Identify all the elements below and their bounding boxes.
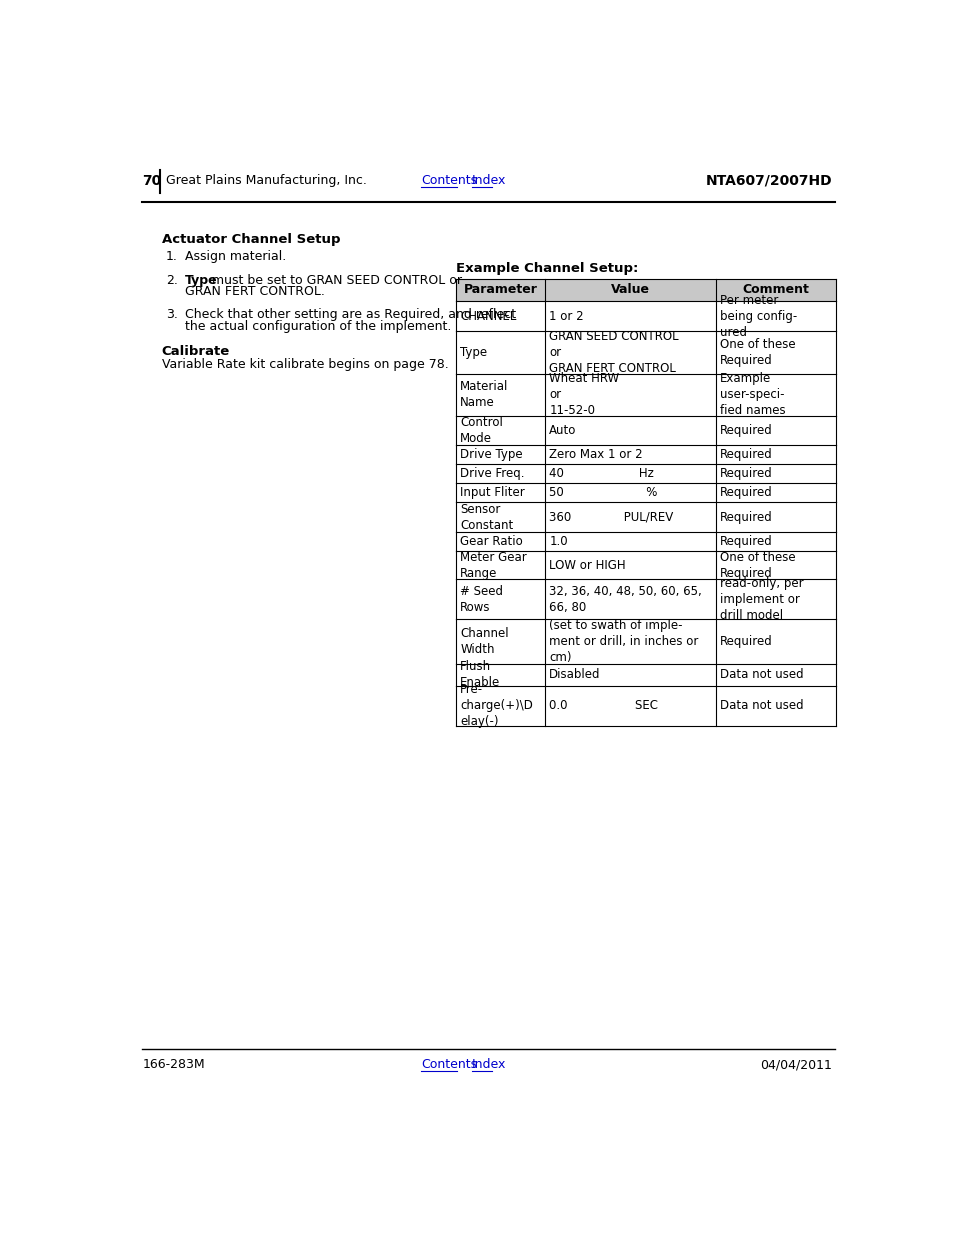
Text: 04/04/2011: 04/04/2011 [760,1058,831,1071]
Text: 2.: 2. [166,274,177,287]
Text: 166-283M: 166-283M [142,1058,205,1071]
Text: Example
user-speci-
fied names: Example user-speci- fied names [720,373,784,417]
Text: 3.: 3. [166,309,177,321]
Text: GRAN SEED CONTROL
or
GRAN FERT CONTROL: GRAN SEED CONTROL or GRAN FERT CONTROL [549,330,679,375]
Text: 40                    Hz: 40 Hz [549,467,654,480]
Text: Variable Rate kit calibrate begins on page 78.: Variable Rate kit calibrate begins on pa… [162,358,448,370]
Text: Index: Index [472,174,506,186]
Text: Input Fliter: Input Fliter [459,487,524,499]
Text: Sensor
Constant: Sensor Constant [459,503,513,531]
Text: 50                      %: 50 % [549,487,657,499]
Text: (set to swath of imple-
ment or drill, in inches or
cm): (set to swath of imple- ment or drill, i… [549,619,698,664]
Text: Required: Required [720,487,772,499]
Text: Meter Gear
Range: Meter Gear Range [459,551,526,579]
Text: Flush
Enable: Flush Enable [459,661,500,689]
Text: Example Channel Setup:: Example Channel Setup: [456,262,639,275]
Text: 1 or 2: 1 or 2 [549,310,583,322]
Text: Index: Index [472,1058,506,1071]
Text: Great Plains Manufacturing, Inc.: Great Plains Manufacturing, Inc. [166,174,366,186]
Text: Calibrate: Calibrate [162,345,230,358]
Text: 70: 70 [142,174,162,188]
Text: 32, 36, 40, 48, 50, 60, 65,
66, 80: 32, 36, 40, 48, 50, 60, 65, 66, 80 [549,585,701,614]
Text: Required: Required [720,510,772,524]
Text: Wheat HRW
or
11-52-0: Wheat HRW or 11-52-0 [549,373,618,417]
Text: One of these
Required: One of these Required [720,551,795,579]
Text: Required: Required [720,424,772,437]
Text: Auto: Auto [549,424,577,437]
Text: Channel
Width: Channel Width [459,627,508,656]
Text: NTA607/2007HD: NTA607/2007HD [705,174,831,188]
Text: Pre-
charge(+)\D
elay(-): Pre- charge(+)\D elay(-) [459,683,533,729]
Text: Drive Type: Drive Type [459,448,522,461]
Text: Parameter: Parameter [463,283,537,296]
Text: GRAN FERT CONTROL.: GRAN FERT CONTROL. [185,285,325,299]
Text: 1.0: 1.0 [549,535,567,548]
Text: Value: Value [611,283,650,296]
Text: Contents: Contents [421,174,477,186]
Text: Data not used: Data not used [720,668,802,682]
Text: Drive Freq.: Drive Freq. [459,467,524,480]
Text: LOW or HIGH: LOW or HIGH [549,558,625,572]
Text: Per meter
being config-
ured: Per meter being config- ured [720,294,797,338]
Text: Comment: Comment [741,283,809,296]
Text: CHANNEL: CHANNEL [459,310,517,322]
Text: Contents: Contents [421,1058,477,1071]
Text: Required: Required [720,448,772,461]
Text: 360              PUL/REV: 360 PUL/REV [549,510,673,524]
Text: Actuator Channel Setup: Actuator Channel Setup [162,233,340,246]
Text: must be set to GRAN SEED CONTROL or: must be set to GRAN SEED CONTROL or [208,274,461,287]
Bar [456,279,835,300]
Text: Material
Name: Material Name [459,380,508,410]
Text: 0.0                  SEC: 0.0 SEC [549,699,658,713]
Text: One of these
Required: One of these Required [720,338,795,367]
Text: Type: Type [459,346,487,359]
Text: Type: Type [185,274,217,287]
Text: Check that other setting are as Required, and reflect: Check that other setting are as Required… [185,309,516,321]
Text: # Seed
Rows: # Seed Rows [459,585,503,614]
Text: Required: Required [720,535,772,548]
Text: 1.: 1. [166,249,177,263]
Text: Disabled: Disabled [549,668,600,682]
Text: Assign material.: Assign material. [185,249,286,263]
Text: Required: Required [720,467,772,480]
Text: the actual configuration of the implement.: the actual configuration of the implemen… [185,320,451,333]
Text: Zero Max 1 or 2: Zero Max 1 or 2 [549,448,642,461]
Text: read-only, per
implement or
drill model: read-only, per implement or drill model [720,577,802,622]
Text: Data not used: Data not used [720,699,802,713]
Text: Gear Ratio: Gear Ratio [459,535,522,548]
Text: Control
Mode: Control Mode [459,416,502,445]
Text: Required: Required [720,635,772,648]
